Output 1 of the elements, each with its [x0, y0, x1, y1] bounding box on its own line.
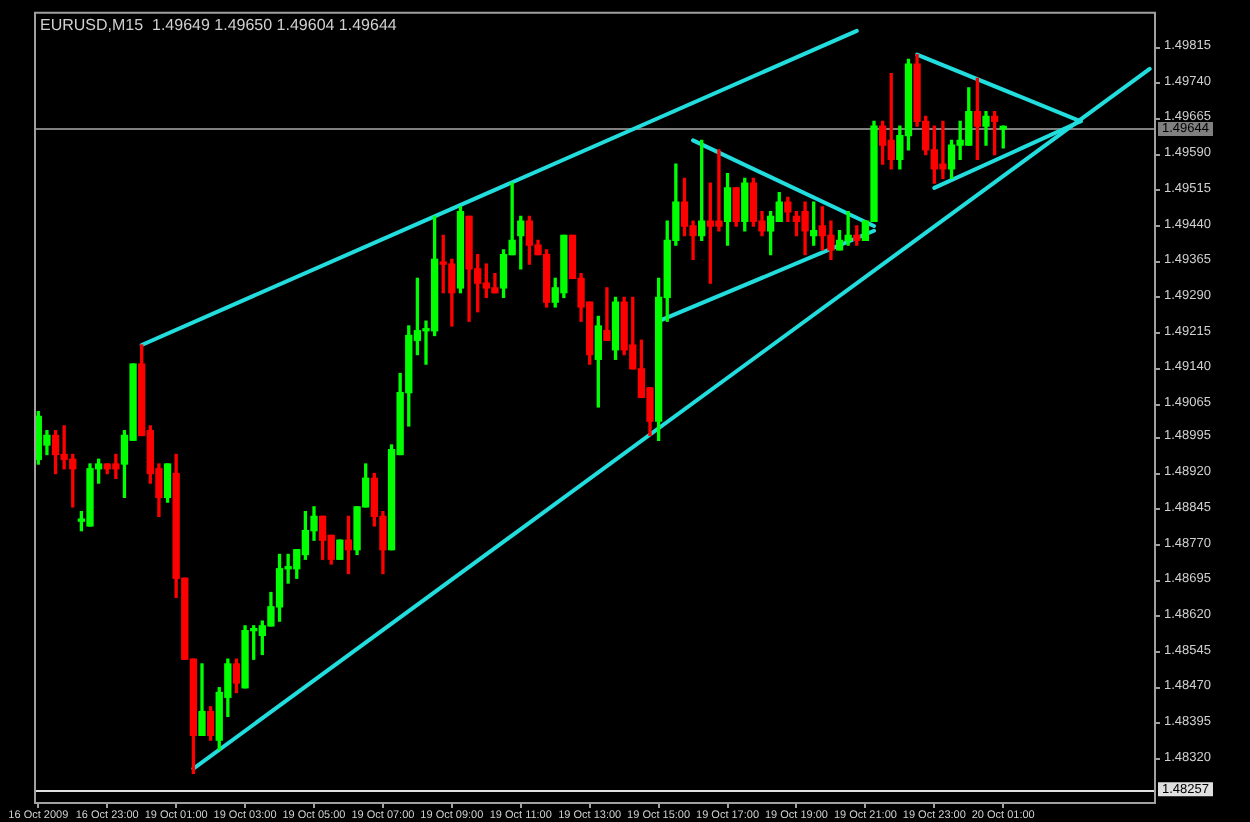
chart-title: EURUSD,M15 1.49649 1.49650 1.49604 1.49644: [40, 16, 398, 35]
